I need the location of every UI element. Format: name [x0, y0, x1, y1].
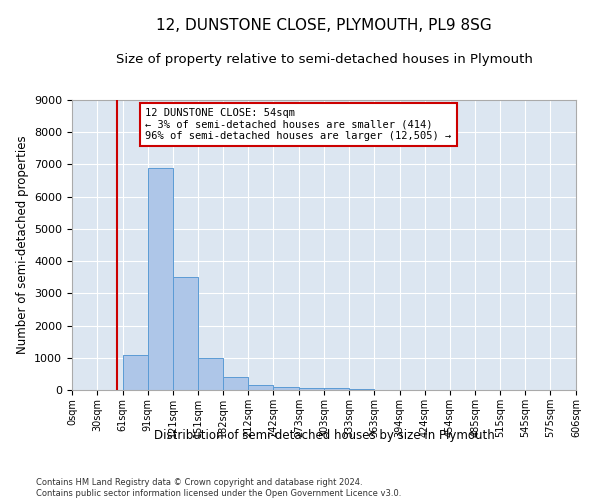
- Text: Size of property relative to semi-detached houses in Plymouth: Size of property relative to semi-detach…: [116, 54, 532, 66]
- Bar: [148, 168, 173, 390]
- Text: 12, DUNSTONE CLOSE, PLYMOUTH, PL9 8SG: 12, DUNSTONE CLOSE, PLYMOUTH, PL9 8SG: [156, 18, 492, 32]
- Bar: [197, 358, 223, 390]
- Y-axis label: Number of semi-detached properties: Number of semi-detached properties: [16, 136, 29, 354]
- Bar: [273, 387, 299, 390]
- Bar: [123, 354, 148, 390]
- Text: 12 DUNSTONE CLOSE: 54sqm
← 3% of semi-detached houses are smaller (414)
96% of s: 12 DUNSTONE CLOSE: 54sqm ← 3% of semi-de…: [145, 108, 451, 142]
- Bar: [173, 277, 197, 390]
- Bar: [324, 388, 349, 390]
- Bar: [248, 385, 273, 390]
- Bar: [223, 377, 248, 390]
- Bar: [299, 388, 324, 390]
- Text: Contains HM Land Registry data © Crown copyright and database right 2024.
Contai: Contains HM Land Registry data © Crown c…: [36, 478, 401, 498]
- Text: Distribution of semi-detached houses by size in Plymouth: Distribution of semi-detached houses by …: [154, 428, 494, 442]
